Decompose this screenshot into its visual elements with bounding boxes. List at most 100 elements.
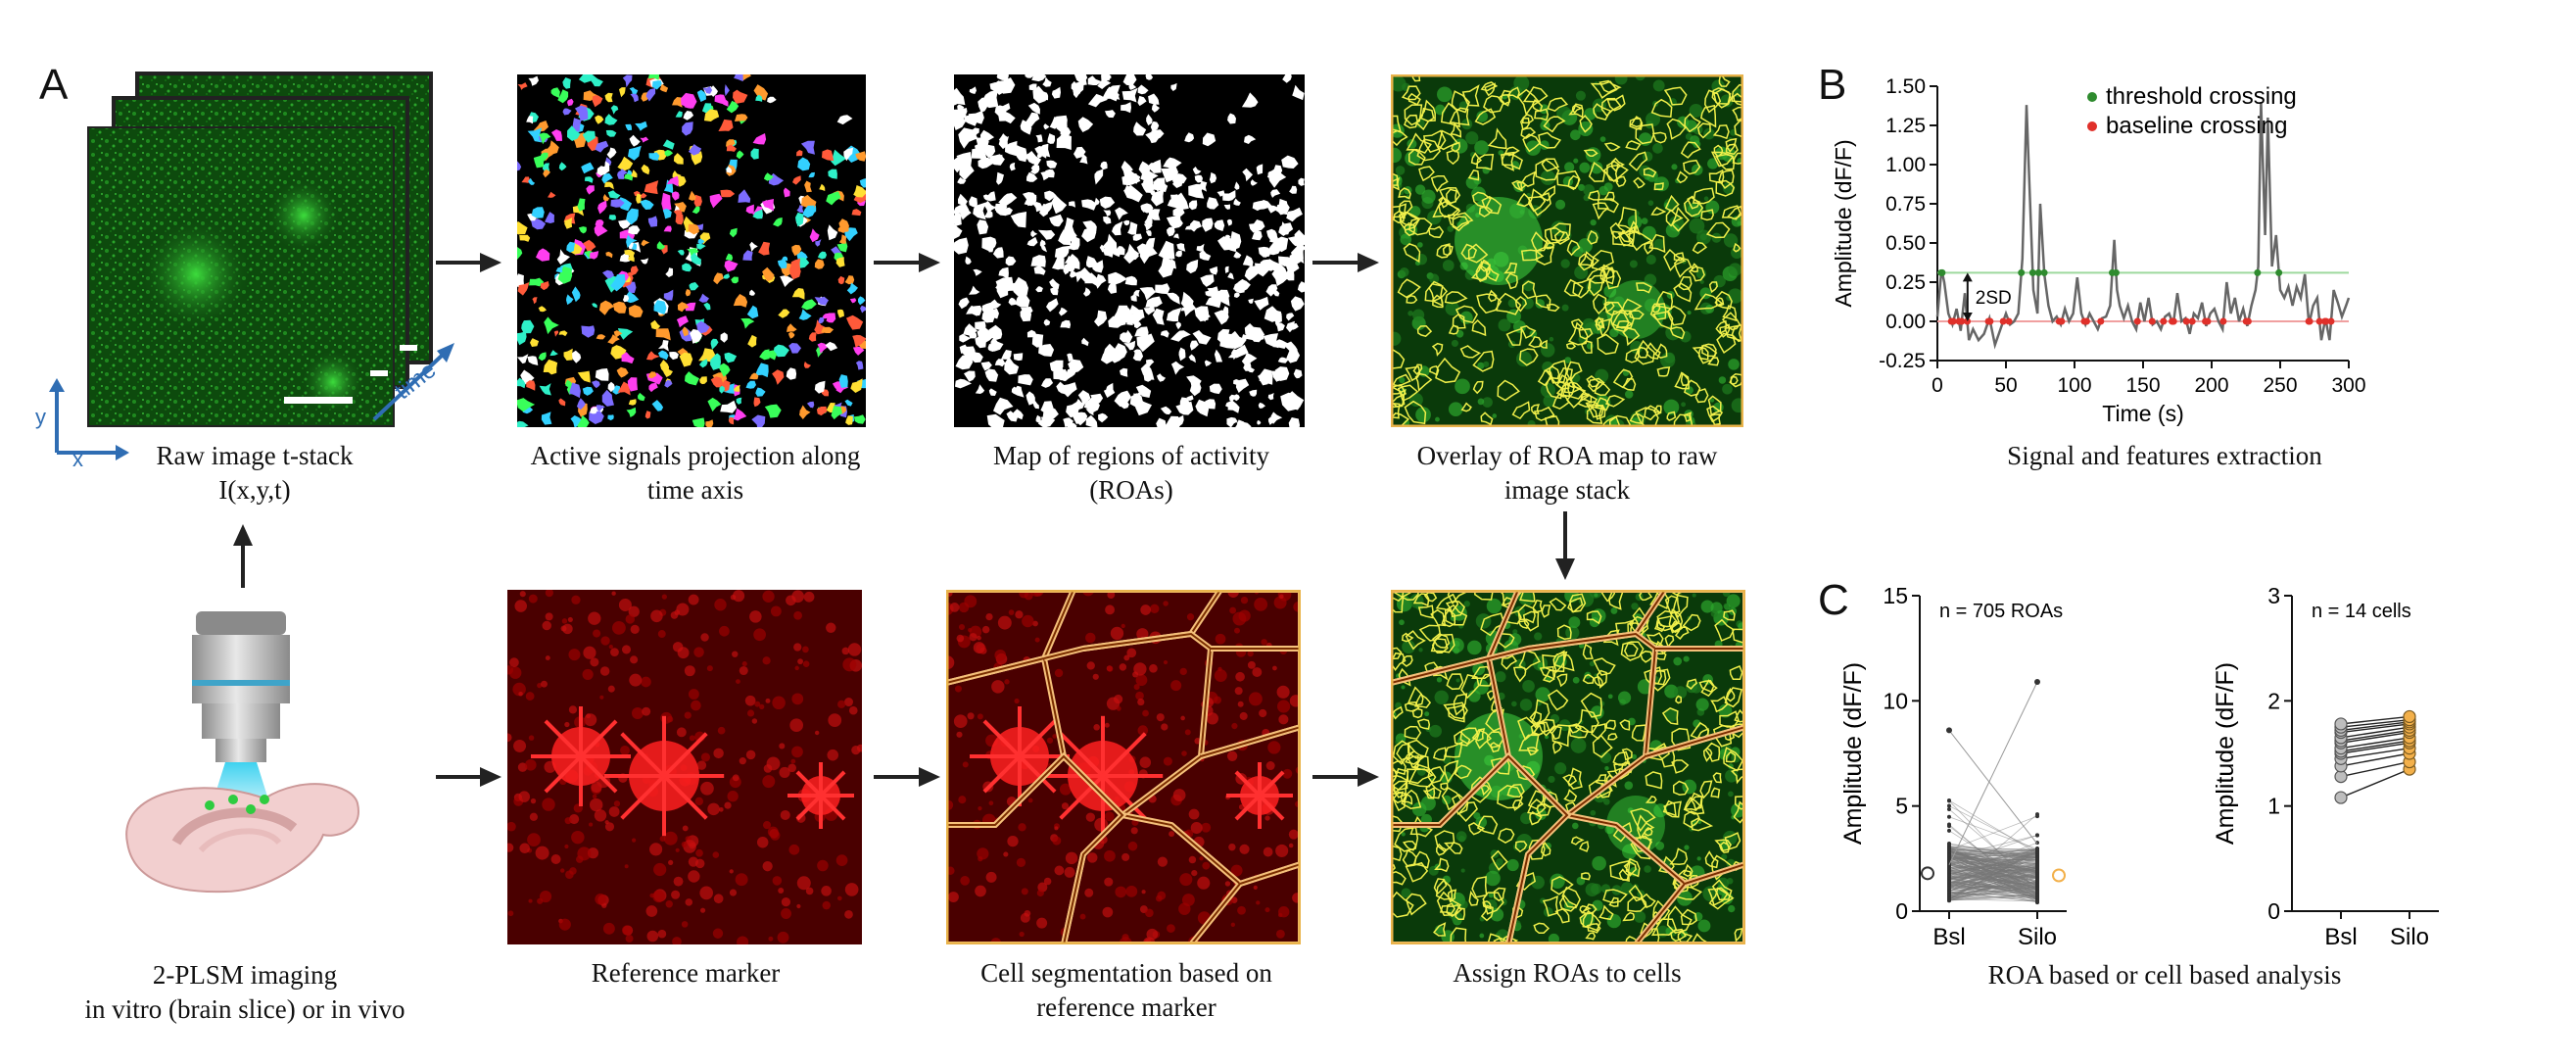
baseline-crossing-point	[2148, 317, 2156, 325]
x-tick-label: Bsl	[2324, 924, 2357, 950]
y-tick-label: 0.50	[1885, 232, 1926, 255]
threshold-crossing-point	[2018, 268, 2026, 276]
legend-label: baseline crossing	[2106, 113, 2287, 139]
outlier-point	[2034, 679, 2040, 686]
overlay-caption: Overlay of ROA map to raw image stack	[1416, 441, 1718, 505]
x-tick-label: 250	[2263, 374, 2297, 397]
sd-arrow-head-up	[1962, 272, 1973, 282]
xy-axes-icon	[49, 378, 129, 460]
baseline-crossing-point	[2133, 317, 2141, 325]
brain-slice-icon	[125, 783, 359, 894]
cell-amplitude-chart: 0 1 2 3 Bsl Silo Amplitude (dF/F) n = 14 cells	[2214, 583, 2439, 950]
paired-line	[2340, 747, 2410, 760]
axis-x-label: x	[72, 447, 83, 471]
sd-arrow-head-down	[1962, 313, 1973, 321]
y-tick-label: 1.50	[1885, 75, 1926, 98]
panel-label-a: A	[39, 61, 69, 109]
legend-marker	[2087, 121, 2097, 131]
baseline-crossing-point	[1949, 317, 1957, 325]
x-tick-label: 300	[2331, 374, 2365, 397]
baseline-crossing-point	[1986, 317, 1994, 325]
bsl-point	[2334, 791, 2348, 804]
x-tick-label: Silo	[2018, 924, 2057, 950]
baseline-crossing-point	[2219, 317, 2227, 325]
y-tick-label: 0	[1895, 898, 1908, 924]
paired-line	[2340, 752, 2410, 767]
x-tick-label: 150	[2125, 374, 2160, 397]
raw-stack-caption: Raw image t-stack I(x,y,t)	[156, 441, 354, 505]
active-signals-caption: Active signals projection along time axi…	[530, 441, 861, 505]
y-axis-title: Amplitude (dF/F)	[2214, 662, 2239, 845]
assign-caption: Assign ROAs to cells	[1453, 958, 1682, 988]
threshold-crossing-point	[1938, 268, 1946, 276]
paired-line	[2340, 726, 2410, 739]
y-tick-label: 3	[2267, 583, 2280, 608]
legend-label: threshold crossing	[2106, 83, 2297, 110]
paired-line	[2340, 721, 2410, 732]
analysis-caption: ROA based or cell based analysis	[1987, 960, 2342, 990]
x-tick-label: Silo	[2390, 924, 2429, 950]
signal-extraction-caption: Signal and features extraction	[2007, 441, 2322, 470]
y-tick-label: 15	[1883, 583, 1908, 608]
chart-title: n = 14 cells	[2312, 601, 2411, 622]
active-signals-image	[517, 74, 866, 427]
baseline-crossing-point	[1999, 317, 2007, 325]
threshold-crossing-point	[2254, 268, 2262, 276]
threshold-crossing-point	[2028, 268, 2036, 276]
paired-line	[2340, 731, 2410, 744]
baseline-crossing-point	[2160, 317, 2168, 325]
roa-map-caption: Map of regions of activity (ROAs)	[993, 441, 1269, 505]
chart-title: n = 705 ROAs	[1939, 601, 2063, 622]
y-tick-label: 1.00	[1885, 154, 1926, 176]
y-tick-label: 10	[1883, 688, 1908, 713]
reference-caption: Reference marker	[591, 958, 781, 988]
paired-line	[2340, 740, 2410, 752]
x-tick-label: Bsl	[1932, 924, 1965, 950]
paired-line	[2340, 723, 2410, 734]
baseline-crossing-point	[2306, 317, 2314, 325]
paired-line	[2340, 760, 2410, 778]
paired-line	[2340, 742, 2410, 754]
baseline-crossing-point	[2188, 317, 2196, 325]
segmentation-image	[946, 590, 1301, 944]
paired-line	[2340, 729, 2410, 742]
baseline-crossing-point	[2204, 317, 2212, 325]
sd-annotation: 2SD	[1976, 288, 2012, 309]
y-tick-label: 0.75	[1885, 193, 1926, 216]
baseline-crossing-point	[2322, 317, 2330, 325]
baseline-crossing-point	[2058, 317, 2066, 325]
y-tick-label: 5	[1895, 794, 1908, 819]
x-tick-label: 0	[1932, 374, 1943, 397]
x-tick-label: 200	[2194, 374, 2228, 397]
signal-trace-line	[1935, 101, 2351, 350]
x-tick-label: 50	[1994, 374, 2017, 397]
baseline-crossing-point	[2170, 317, 2177, 325]
silo-mean-marker	[2052, 868, 2066, 883]
y-tick-label: -0.25	[1879, 350, 1926, 372]
threshold-crossing-point	[2034, 268, 2042, 276]
y-tick-label: 0	[2267, 898, 2280, 924]
paired-line	[2340, 718, 2410, 728]
roa-amplitude-chart: 0 5 10 15 Bsl Silo Amplitude (dF/F) n = 705 ROA…	[1841, 583, 2067, 950]
overlay-image	[1391, 74, 1743, 427]
outlier-point	[1946, 727, 1952, 734]
y-axis-title: Amplitude (dF/F)	[1832, 139, 1856, 307]
baseline-crossing-point	[2097, 317, 2105, 325]
legend-marker	[2087, 92, 2097, 102]
segmentation-caption: Cell segmentation based on reference mar…	[980, 958, 1272, 1022]
threshold-crossing-point	[2275, 268, 2283, 276]
time-axis-icon	[372, 343, 454, 421]
baseline-crossing-point	[1964, 317, 1972, 325]
threshold-crossing-point	[2112, 268, 2120, 276]
outlier-line	[1948, 730, 2038, 845]
baseline-crossing-point	[2315, 317, 2323, 325]
paired-line	[2340, 715, 2410, 725]
y-tick-label: 0.25	[1885, 271, 1926, 294]
baseline-crossing-point	[2327, 317, 2335, 325]
raw-image-stack	[49, 69, 441, 441]
panel-label-b: B	[1818, 61, 1847, 109]
signal-trace-chart: -0.25 0.00 0.25 0.50 0.75 1.00 1.25 1.50 0 50 100 1…	[1832, 75, 2366, 426]
y-tick-label: 2	[2267, 688, 2280, 713]
baseline-crossing-point	[1958, 317, 1966, 325]
